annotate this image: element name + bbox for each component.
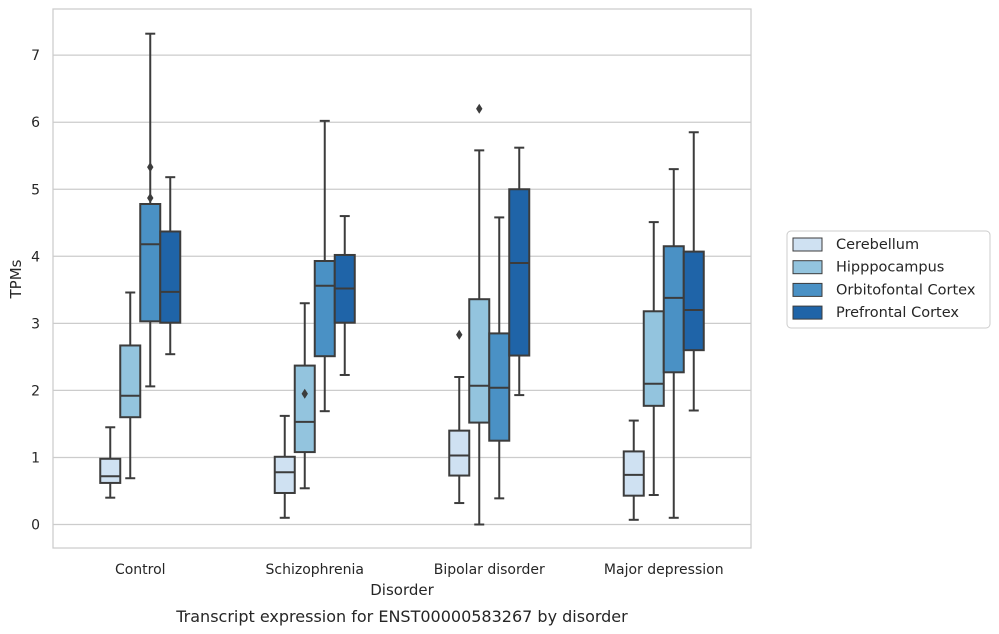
legend-swatch: [792, 237, 823, 252]
box-prefrontal-cortex-control: [159, 176, 182, 356]
y-tick-label-6: 6: [31, 115, 40, 131]
iqr-box: [642, 310, 665, 407]
outlier-marker: [476, 103, 483, 114]
legend-swatch: [792, 260, 823, 275]
box-prefrontal-cortex-major-depression: [682, 131, 705, 412]
outlier-marker: [147, 192, 154, 203]
y-tick-labels: 0 1 2 3 4 5 6 7: [31, 48, 40, 533]
chart-caption: Transcript expression for ENST0000058326…: [175, 607, 628, 626]
iqr-box: [662, 245, 685, 374]
x-axis-label: Disorder: [370, 581, 434, 599]
x-tick-label-control: Control: [115, 562, 166, 578]
box-cerebellum-major-depression: [622, 419, 645, 521]
y-tick-label-0: 0: [31, 518, 40, 534]
y-tick-label-2: 2: [31, 383, 40, 399]
legend-item-cerebellum: Cerebellum: [792, 237, 919, 253]
y-tick-label-7: 7: [31, 48, 40, 64]
plot-frame: [52, 8, 752, 549]
box-hipppocampus-schizophrenia: [293, 302, 316, 490]
box-hipppocampus-major-depression: [642, 221, 665, 496]
x-tick-labels: Control Schizophrenia Bipolar disorder Majo…: [115, 562, 724, 578]
outlier-marker: [147, 162, 154, 173]
iqr-box: [99, 457, 122, 484]
outlier-marker: [301, 388, 308, 399]
y-axis-label: TPMs: [7, 259, 25, 299]
iqr-box: [159, 230, 182, 324]
x-tick-label-bipolar-disorder: Bipolar disorder: [434, 562, 545, 578]
y-tick-label-4: 4: [31, 249, 40, 265]
legend-item-hipppocampus: Hipppocampus: [792, 260, 944, 276]
box-orbitofontal-cortex-bipolar-disorder: [488, 216, 511, 500]
box-cerebellum-control: [99, 426, 122, 499]
iqr-box: [313, 259, 336, 358]
iqr-box: [468, 298, 491, 424]
x-tick-label-schizophrenia: Schizophrenia: [266, 562, 364, 578]
legend-label: Prefrontal Cortex: [836, 305, 959, 321]
legend: Cerebellum Hipppocampus Orbitofontal Corte…: [786, 230, 991, 329]
box-cerebellum-schizophrenia: [273, 414, 296, 519]
outlier-marker: [456, 329, 463, 340]
x-tick-label-major-depression: Major depression: [604, 562, 724, 578]
iqr-box: [682, 250, 705, 352]
legend-swatch: [792, 305, 823, 320]
legend-frame: [786, 230, 991, 329]
iqr-box: [139, 203, 162, 323]
iqr-box: [293, 364, 316, 454]
box-orbitofontal-cortex-schizophrenia: [313, 119, 336, 413]
y-tick-label-1: 1: [31, 450, 40, 466]
y-tick-label-3: 3: [31, 316, 40, 332]
y-tick-label-5: 5: [31, 182, 40, 198]
iqr-box: [273, 455, 296, 494]
legend-label: Cerebellum: [836, 237, 919, 253]
iqr-box: [119, 344, 142, 419]
legend-label: Orbitofontal Cortex: [836, 282, 976, 298]
legend-swatch: [792, 282, 823, 297]
legend-item-prefrontal-cortex: Prefrontal Cortex: [792, 305, 959, 321]
box-orbitofontal-cortex-control: [139, 32, 162, 388]
iqr-box: [448, 429, 471, 477]
box-series: [99, 32, 705, 526]
box-orbitofontal-cortex-major-depression: [662, 168, 685, 519]
box-cerebellum-bipolar-disorder: [448, 329, 471, 505]
iqr-box: [508, 188, 531, 357]
box-hipppocampus-control: [119, 291, 142, 480]
legend-item-orbitofontal-cortex: Orbitofontal Cortex: [792, 282, 976, 298]
box-prefrontal-cortex-bipolar-disorder: [508, 146, 531, 397]
legend-label: Hipppocampus: [836, 260, 944, 276]
iqr-box: [622, 450, 645, 497]
box-prefrontal-cortex-schizophrenia: [333, 215, 356, 376]
box-hipppocampus-bipolar-disorder: [468, 103, 491, 526]
